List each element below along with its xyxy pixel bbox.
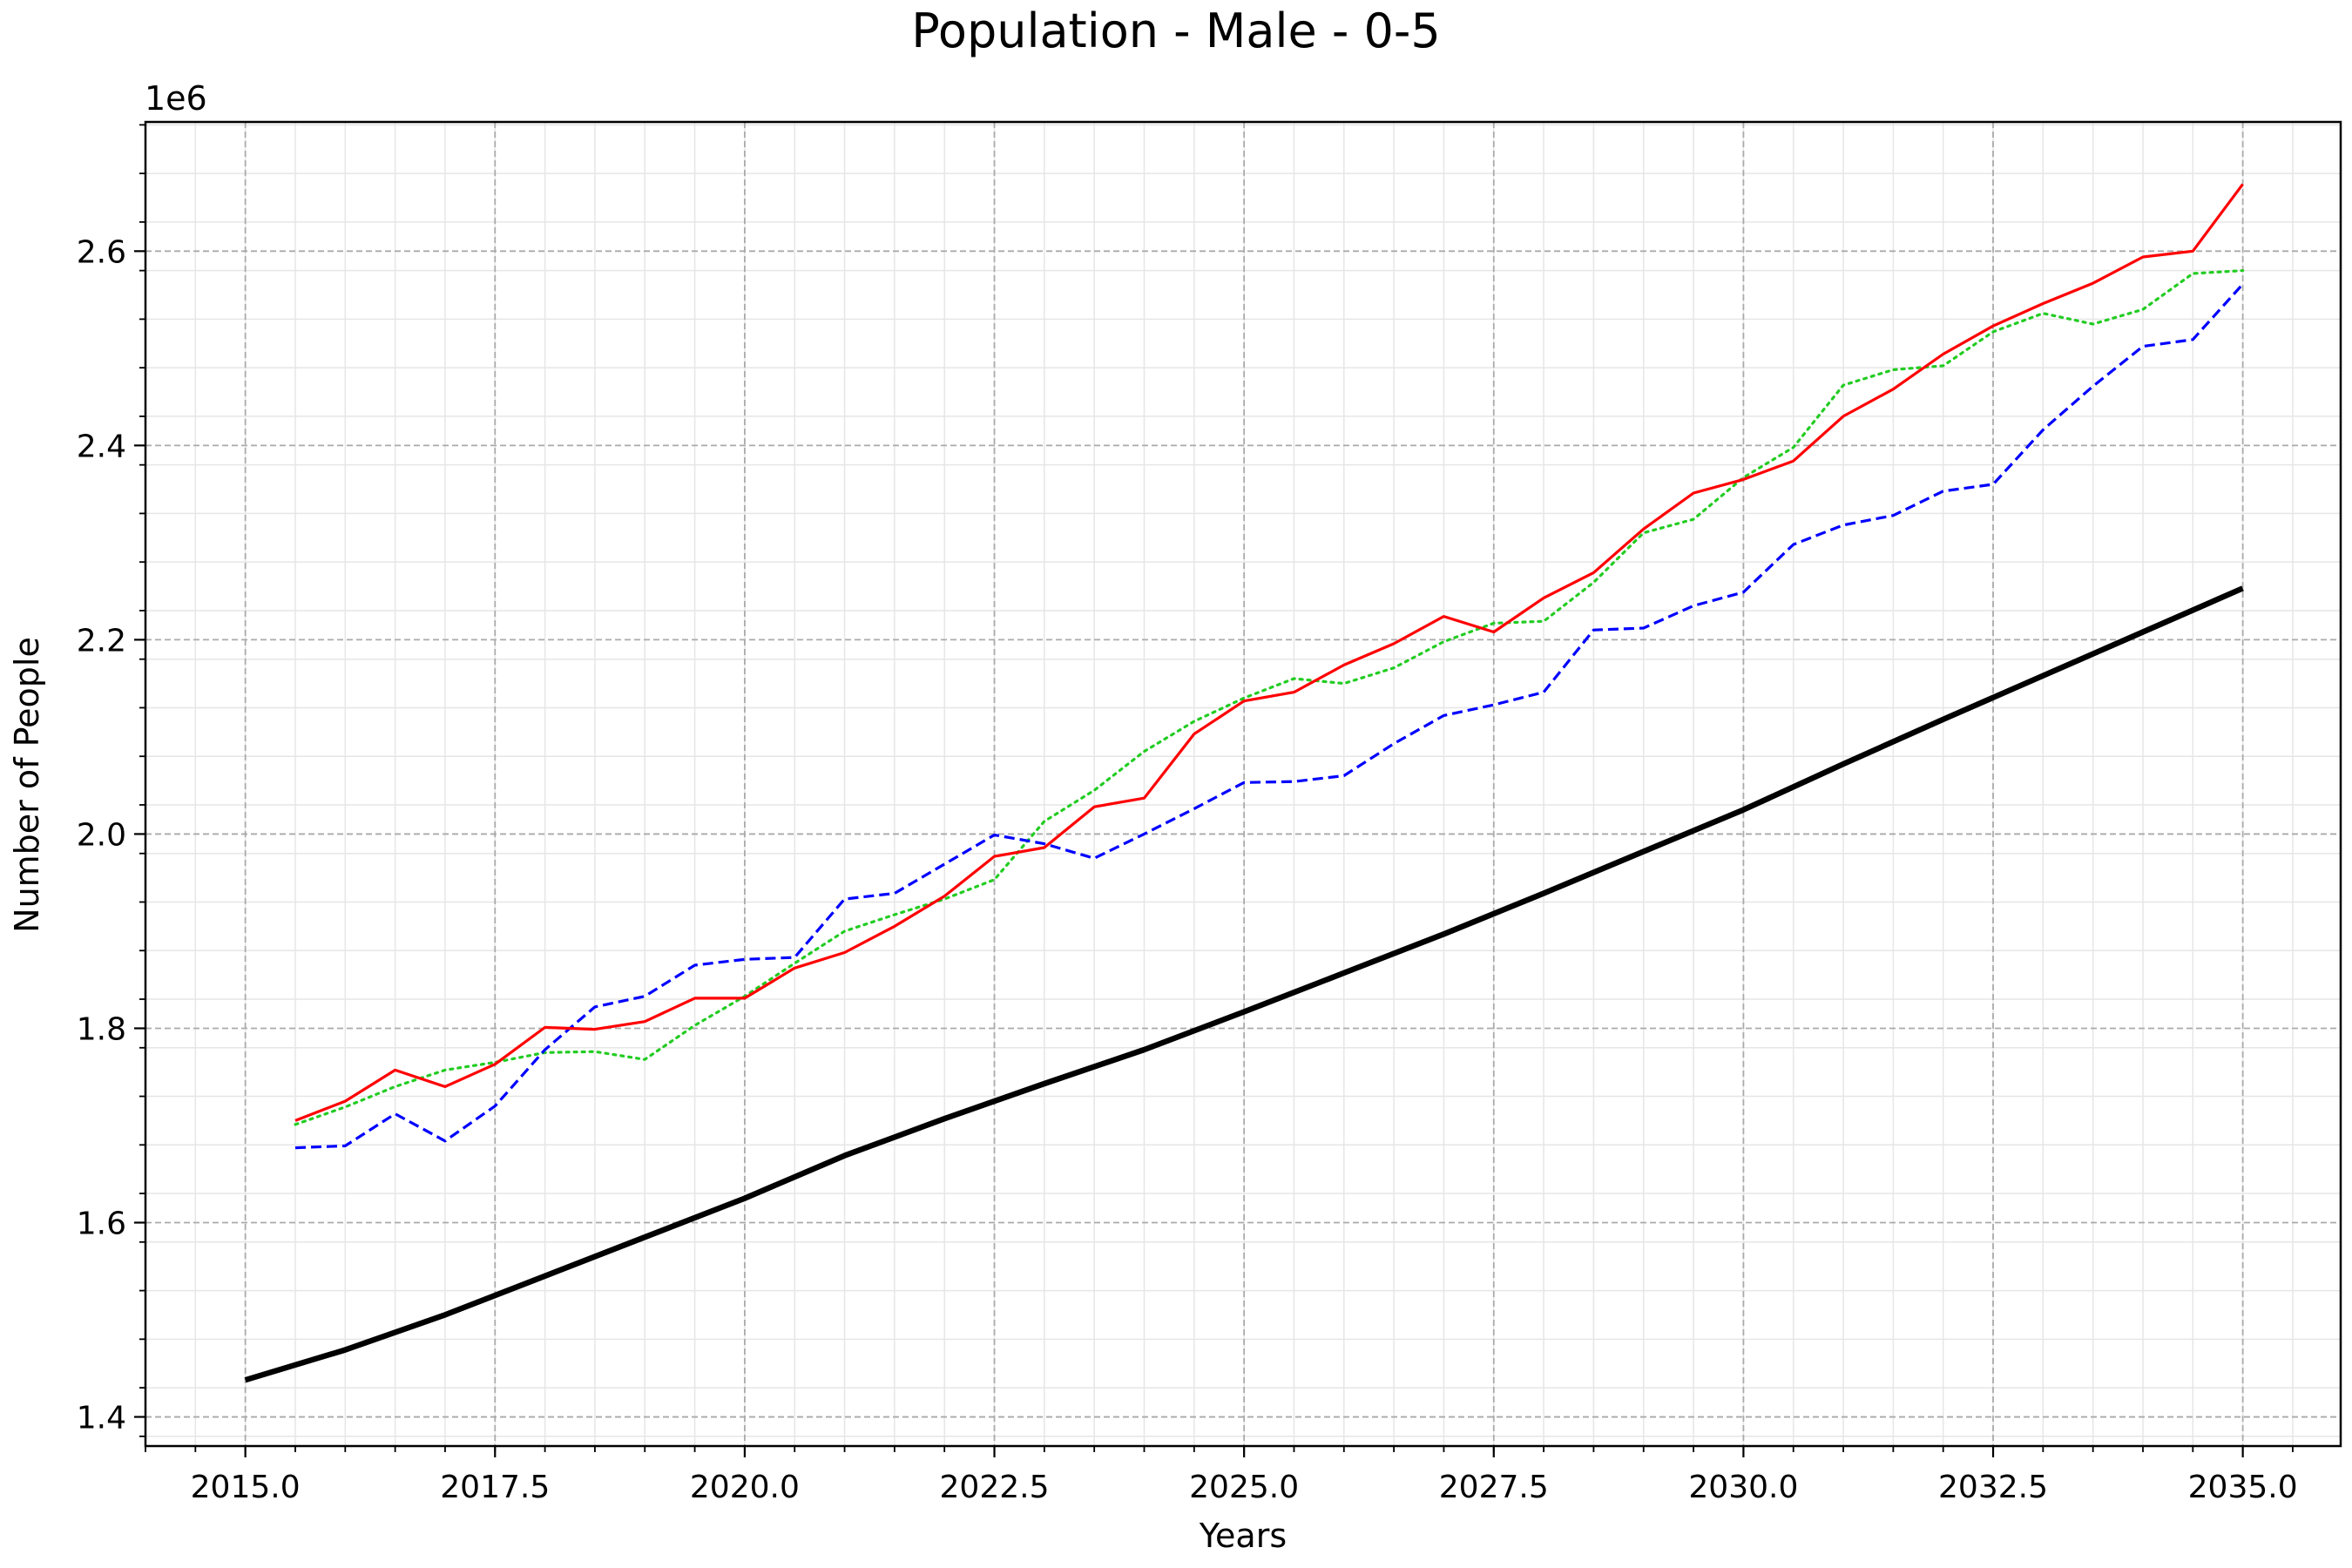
- y-tick-label: 2.6: [77, 234, 126, 270]
- x-tick-label: 2025.0: [1189, 1470, 1299, 1505]
- x-tick-label: 2035.0: [2188, 1470, 2298, 1505]
- plot-frame: [144, 120, 2342, 1448]
- series-line-dotted: [294, 269, 2245, 1126]
- series-line-dashed: [294, 283, 2244, 1150]
- y-tick-label: 2.0: [77, 817, 126, 853]
- chart-title: Population - Male - 0-5: [911, 3, 1440, 58]
- x-axis-ticks: 2015.0 2017.5 2020.0 2022.5 2025.0 2027.5 2030…: [145, 1446, 2298, 1505]
- x-tick-label: 2020.0: [690, 1470, 800, 1505]
- x-axis-label: Years: [1199, 1517, 1287, 1555]
- x-tick-label: 2030.0: [1688, 1470, 1798, 1505]
- y-tick-label: 2.2: [77, 623, 126, 659]
- major-grid: [145, 122, 2341, 1446]
- y-tick-label: 1.4: [77, 1401, 126, 1436]
- x-tick-label: 2027.5: [1439, 1470, 1549, 1505]
- series-line-solid-thick: [244, 585, 2244, 1383]
- y-axis-label: Number of People: [8, 637, 46, 933]
- y-axis-ticks: 1.4 1.6 1.8 2.0 2.2 2.4 2.6: [77, 124, 145, 1437]
- y-tick-label: 1.8: [77, 1011, 126, 1047]
- series-layer: [244, 183, 2245, 1383]
- x-tick-label: 2017.5: [440, 1470, 550, 1505]
- series-line-solid: [294, 183, 2244, 1122]
- y-tick-label: 2.4: [77, 429, 126, 464]
- y-axis-offset-text: 1e6: [145, 79, 207, 118]
- x-tick-label: 2022.5: [940, 1470, 1050, 1505]
- x-tick-label: 2015.0: [191, 1470, 301, 1505]
- x-tick-label: 2032.5: [1938, 1470, 2048, 1505]
- y-tick-label: 1.6: [77, 1206, 126, 1242]
